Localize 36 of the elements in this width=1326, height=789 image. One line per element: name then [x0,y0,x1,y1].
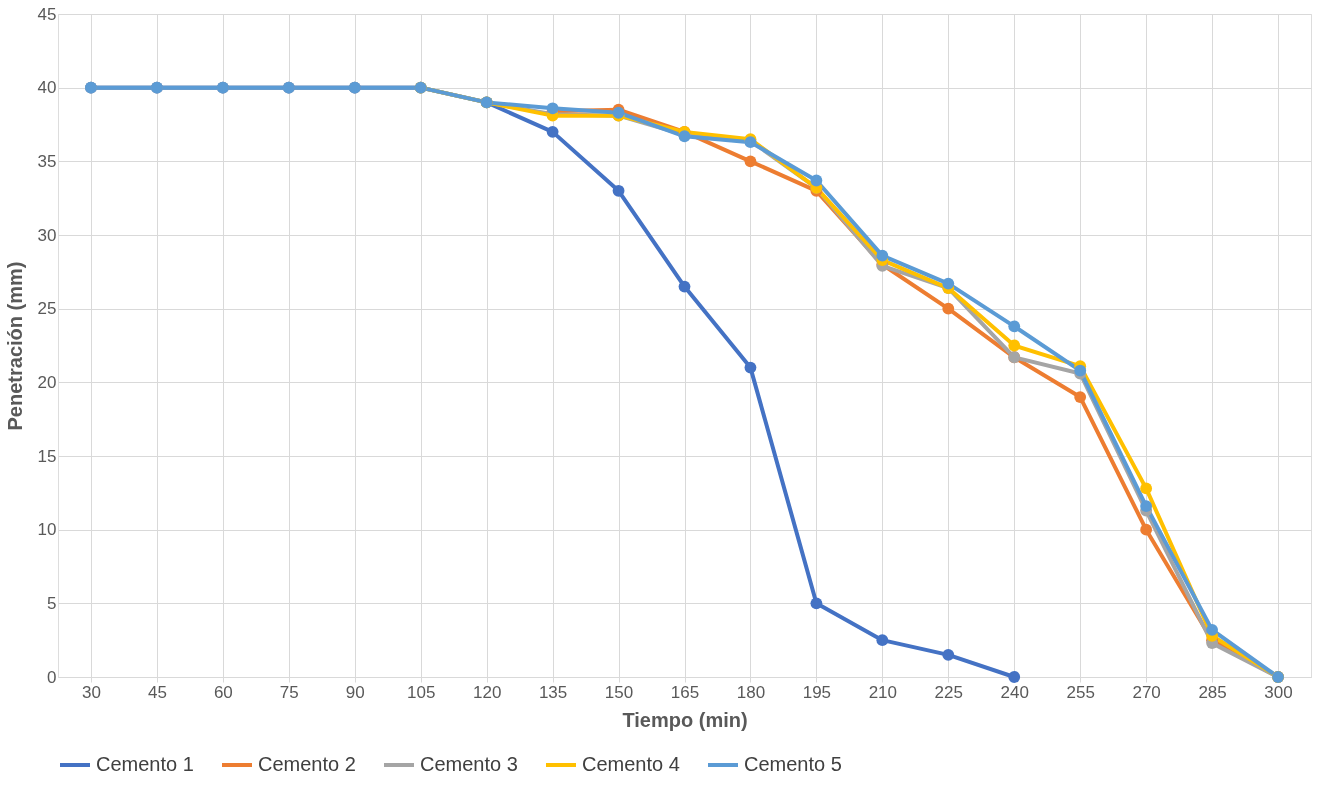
x-tick-label: 195 [802,682,832,702]
y-tick-label: 15 [37,446,57,466]
y-tick-label: 40 [37,78,57,98]
x-tick-label: 180 [736,682,766,702]
x-tick-label: 165 [670,682,700,702]
y-tick-label: 35 [37,151,57,171]
x-tick-label: 150 [604,682,634,702]
x-tick-label: 240 [1000,682,1029,702]
legend-label: Cemento 1 [96,753,194,775]
y-tick-label: 5 [47,593,57,613]
x-tick-label: 90 [345,682,365,702]
legend-label: Cemento 3 [420,753,518,775]
x-tick-label: 75 [279,682,299,702]
x-tick-label: 270 [1132,682,1161,702]
y-tick-label: 25 [37,299,57,319]
x-tick-label: 285 [1198,682,1227,702]
x-tick-label: 105 [407,682,436,702]
x-tick-label: 60 [213,682,233,702]
y-axis-title: Penetración (mm) [3,261,26,431]
y-tick-label: 30 [37,225,57,245]
legend-label: Cemento 2 [258,753,356,775]
x-tick-label: 255 [1066,682,1095,702]
y-tick-label: 10 [37,520,57,540]
x-axis-title: Tiempo (min) [622,708,748,731]
legend-label: Cemento 4 [582,753,680,775]
x-tick-label: 30 [82,682,101,702]
y-tick-label: 20 [37,372,57,392]
x-tick-label: 210 [868,682,898,702]
x-tick-label: 45 [147,682,167,702]
y-tick-label: 45 [37,4,57,24]
x-tick-label: 120 [472,682,502,702]
x-tick-label: 135 [538,682,568,702]
legend-label: Cemento 5 [744,753,842,775]
x-tick-label: 300 [1264,682,1293,702]
x-tick-label: 225 [934,682,963,702]
y-tick-label: 0 [47,667,57,687]
